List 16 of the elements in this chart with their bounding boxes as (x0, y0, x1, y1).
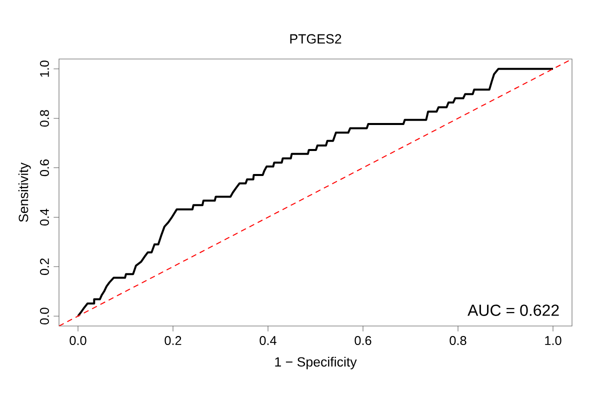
x-tick-label: 0.2 (164, 336, 182, 346)
x-tick-label: 0.4 (260, 336, 276, 346)
annotation: AUC = 0.622 (468, 304, 559, 316)
x-tick-label: 1.0 (545, 336, 562, 346)
y-tick-label: 0.8 (40, 110, 49, 127)
y-tick-label: 1.0 (40, 60, 49, 77)
y-tick-label: 0.0 (40, 308, 49, 324)
y-tick-label: 0.4 (40, 208, 49, 226)
x-tick-label: 0.6 (354, 336, 372, 346)
y-tick-label: 0.2 (40, 258, 49, 275)
x-tick-label: 0.0 (70, 336, 86, 346)
x-axis-title: 1 − Specificity (275, 356, 357, 370)
y-tick-label: 0.6 (40, 160, 49, 176)
chart-title: PTGES2 (290, 34, 342, 44)
x-tick-label: 0.8 (450, 336, 466, 346)
y-axis-title: Sensitivity (18, 162, 31, 222)
